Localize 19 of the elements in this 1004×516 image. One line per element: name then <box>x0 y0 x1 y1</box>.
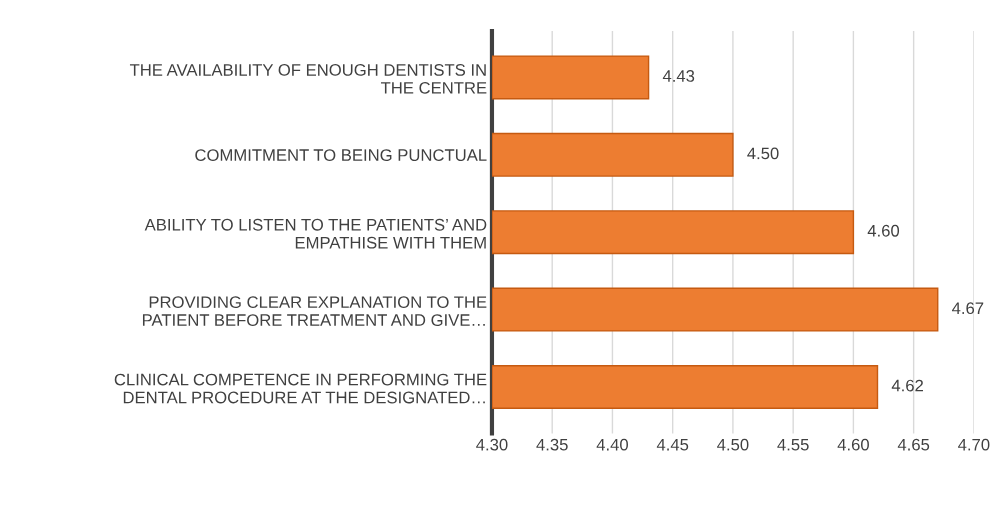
x-tick-label: 4.70 <box>958 438 990 451</box>
data-label: 4.67 <box>952 302 984 315</box>
x-tick-label: 4.65 <box>897 438 930 451</box>
y-tick-label: PROVIDING CLEAR EXPLANATION TO THE PATIENT BEFORE TREATMENT AND GIVE… <box>142 296 487 326</box>
x-tick-label: 4.50 <box>717 438 749 451</box>
x-tick-label: 4.60 <box>837 438 869 451</box>
y-tick-label: THE AVAILABILITY OF ENOUGH DENTISTS IN THE CENTRE <box>129 64 487 94</box>
y-tick-label: COMMITMENT TO BEING PUNCTUAL <box>195 149 487 161</box>
data-label: 4.62 <box>891 379 923 392</box>
y-tick-label: CLINICAL COMPETENCE IN PERFORMING THE DENTAL PROCEDURE AT THE DESIGNATED… <box>114 373 487 404</box>
x-tick-label: 4.40 <box>596 438 629 451</box>
x-tick-label: 4.55 <box>777 438 809 451</box>
x-tick-label: 4.30 <box>476 438 508 451</box>
data-label: 4.50 <box>747 147 779 160</box>
y-tick-label: ABILITY TO LISTEN TO THE PATIENTS’ AND EMPATHISE WITH THEM <box>144 218 487 249</box>
x-tick-label: 4.35 <box>536 438 568 451</box>
data-label: 4.60 <box>867 224 900 237</box>
x-tick-label: 4.45 <box>656 438 689 451</box>
data-label: 4.43 <box>662 70 695 82</box>
